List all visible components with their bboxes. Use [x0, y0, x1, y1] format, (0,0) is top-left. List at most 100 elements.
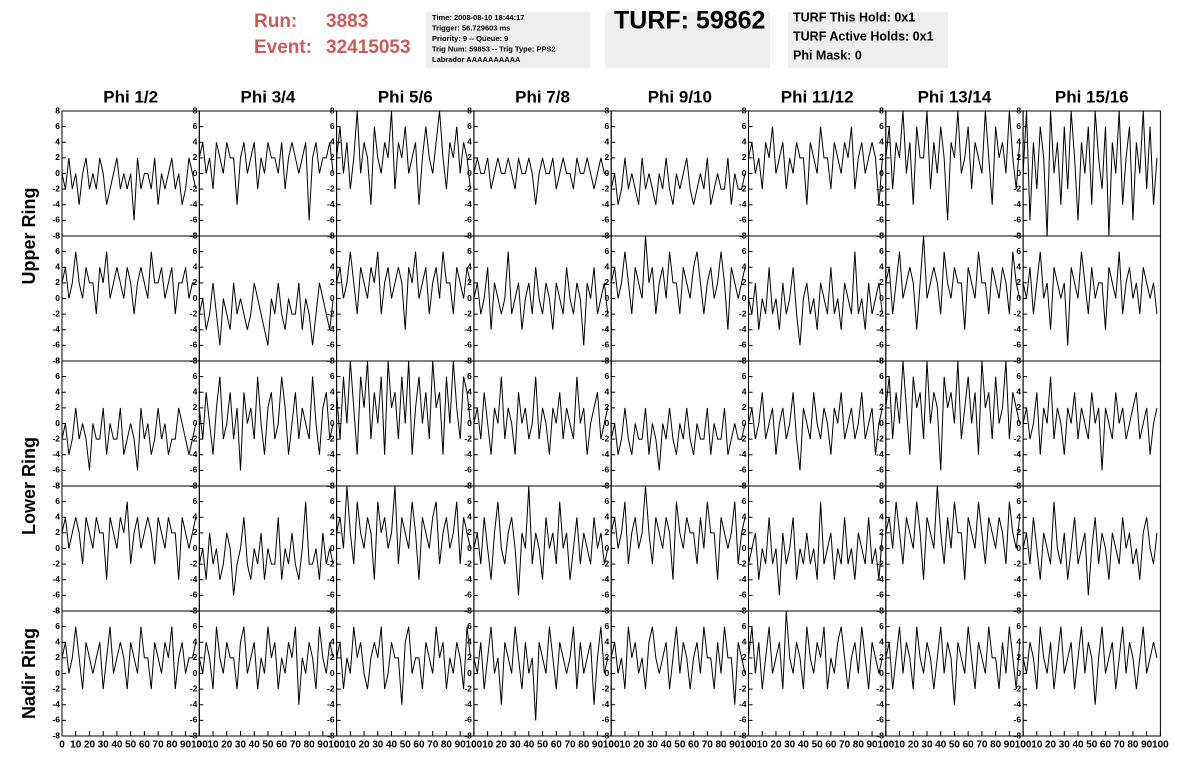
- column-title: Phi 7/8: [515, 87, 570, 106]
- x-tick-label: 50: [674, 740, 686, 751]
- y-tick-label: -8: [52, 230, 60, 240]
- y-tick-label: -4: [1014, 449, 1022, 459]
- y-tick-label: -4: [602, 324, 610, 334]
- y-tick-label: 4: [330, 262, 335, 272]
- y-tick-label: 2: [879, 527, 884, 537]
- y-tick-label: 8: [193, 480, 198, 490]
- waveform: [885, 485, 1021, 580]
- y-tick-label: 2: [55, 402, 60, 412]
- y-tick-label: 8: [604, 355, 609, 365]
- y-tick-label: -6: [464, 215, 472, 225]
- y-tick-label: -8: [739, 480, 747, 490]
- x-tick-label: 60: [551, 740, 563, 751]
- y-tick-label: -8: [602, 605, 610, 615]
- y-tick-label: -4: [52, 324, 60, 334]
- x-tick-label: 80: [441, 740, 453, 751]
- y-tick-label: -6: [602, 715, 610, 725]
- y-tick-label: 8: [742, 480, 747, 490]
- x-tick-label: 90: [729, 740, 741, 751]
- x-tick-label: 10: [894, 740, 906, 751]
- y-tick-label: 0: [55, 668, 60, 678]
- y-tick-label: 0: [742, 168, 747, 178]
- y-tick-label: -6: [327, 590, 335, 600]
- y-tick-label: 0: [193, 168, 198, 178]
- turf-number: TURF: 59862: [614, 7, 765, 35]
- y-tick-label: -6: [52, 590, 60, 600]
- x-tick-label: 30: [784, 740, 796, 751]
- y-tick-label: -4: [190, 699, 198, 709]
- panel-frame: [61, 610, 200, 737]
- y-tick-label: 8: [1016, 105, 1021, 115]
- y-tick-label: 8: [193, 105, 198, 115]
- y-tick-label: -6: [464, 590, 472, 600]
- y-tick-label: 4: [1016, 512, 1021, 522]
- y-tick-label: -6: [190, 465, 198, 475]
- y-tick-label: 0: [330, 668, 335, 678]
- y-tick-label: 8: [604, 230, 609, 240]
- x-tick-label: 40: [523, 740, 535, 751]
- y-tick-label: -6: [52, 215, 60, 225]
- y-tick-label: 4: [193, 262, 198, 272]
- waveform: [61, 626, 197, 690]
- waveform: [610, 485, 746, 580]
- y-tick-label: 8: [1016, 355, 1021, 365]
- y-tick-label: -6: [602, 590, 610, 600]
- x-tick-label: 90: [455, 740, 467, 751]
- y-tick-label: 0: [467, 418, 472, 428]
- y-tick-label: -8: [1014, 230, 1022, 240]
- x-tick-label: 0: [471, 740, 477, 751]
- waveform: [336, 251, 471, 330]
- run-label: Run:: [254, 11, 297, 32]
- y-tick-label: -6: [190, 215, 198, 225]
- y-tick-label: 8: [55, 355, 60, 365]
- y-tick-label: -8: [1014, 730, 1022, 740]
- y-tick-label: 0: [604, 668, 609, 678]
- y-tick-label: -2: [190, 308, 198, 318]
- y-tick-label: 0: [742, 543, 747, 553]
- y-tick-label: 6: [55, 621, 60, 631]
- y-tick-label: -2: [190, 683, 198, 693]
- y-tick-label: -2: [52, 433, 60, 443]
- y-tick-label: -4: [464, 199, 472, 209]
- y-tick-label: -4: [602, 699, 610, 709]
- waveform: [885, 626, 1021, 705]
- info-line: Time: 2008-08-10 18:44:17: [432, 13, 524, 22]
- waveform: [610, 626, 746, 705]
- y-tick-label: 8: [879, 230, 884, 240]
- y-tick-label: -8: [190, 230, 198, 240]
- y-tick-label: -2: [52, 683, 60, 693]
- y-tick-label: 6: [604, 371, 609, 381]
- x-tick-label: 100: [740, 740, 757, 751]
- y-tick-label: 8: [330, 480, 335, 490]
- x-tick-label: 100: [1015, 740, 1032, 751]
- y-tick-label: 4: [604, 512, 609, 522]
- y-tick-label: 4: [467, 637, 472, 647]
- y-tick-label: -4: [739, 699, 747, 709]
- y-tick-label: -2: [739, 433, 747, 443]
- y-tick-label: -2: [327, 558, 335, 568]
- y-tick-label: 4: [467, 137, 472, 147]
- y-tick-label: -8: [327, 230, 335, 240]
- y-tick-label: 6: [55, 121, 60, 131]
- waveform: [610, 235, 746, 330]
- waveform: [1022, 110, 1158, 237]
- y-tick-label: -4: [190, 324, 198, 334]
- y-tick-label: 6: [1016, 246, 1021, 256]
- y-tick-label: -2: [52, 558, 60, 568]
- y-tick-label: 4: [879, 137, 884, 147]
- x-tick-label: 80: [715, 740, 727, 751]
- column-title: Phi 13/14: [918, 87, 992, 106]
- y-tick-label: -2: [52, 308, 60, 318]
- y-tick-label: -2: [876, 183, 884, 193]
- y-tick-label: 8: [742, 230, 747, 240]
- y-tick-label: -4: [602, 574, 610, 584]
- y-tick-label: -2: [190, 183, 198, 193]
- y-tick-label: -4: [190, 199, 198, 209]
- y-tick-label: -6: [52, 340, 60, 350]
- y-tick-label: -8: [739, 730, 747, 740]
- x-tick-label: 70: [976, 740, 988, 751]
- x-tick-label: 0: [608, 740, 614, 751]
- y-tick-label: 6: [330, 621, 335, 631]
- y-tick-label: 0: [55, 293, 60, 303]
- y-tick-label: 8: [1016, 230, 1021, 240]
